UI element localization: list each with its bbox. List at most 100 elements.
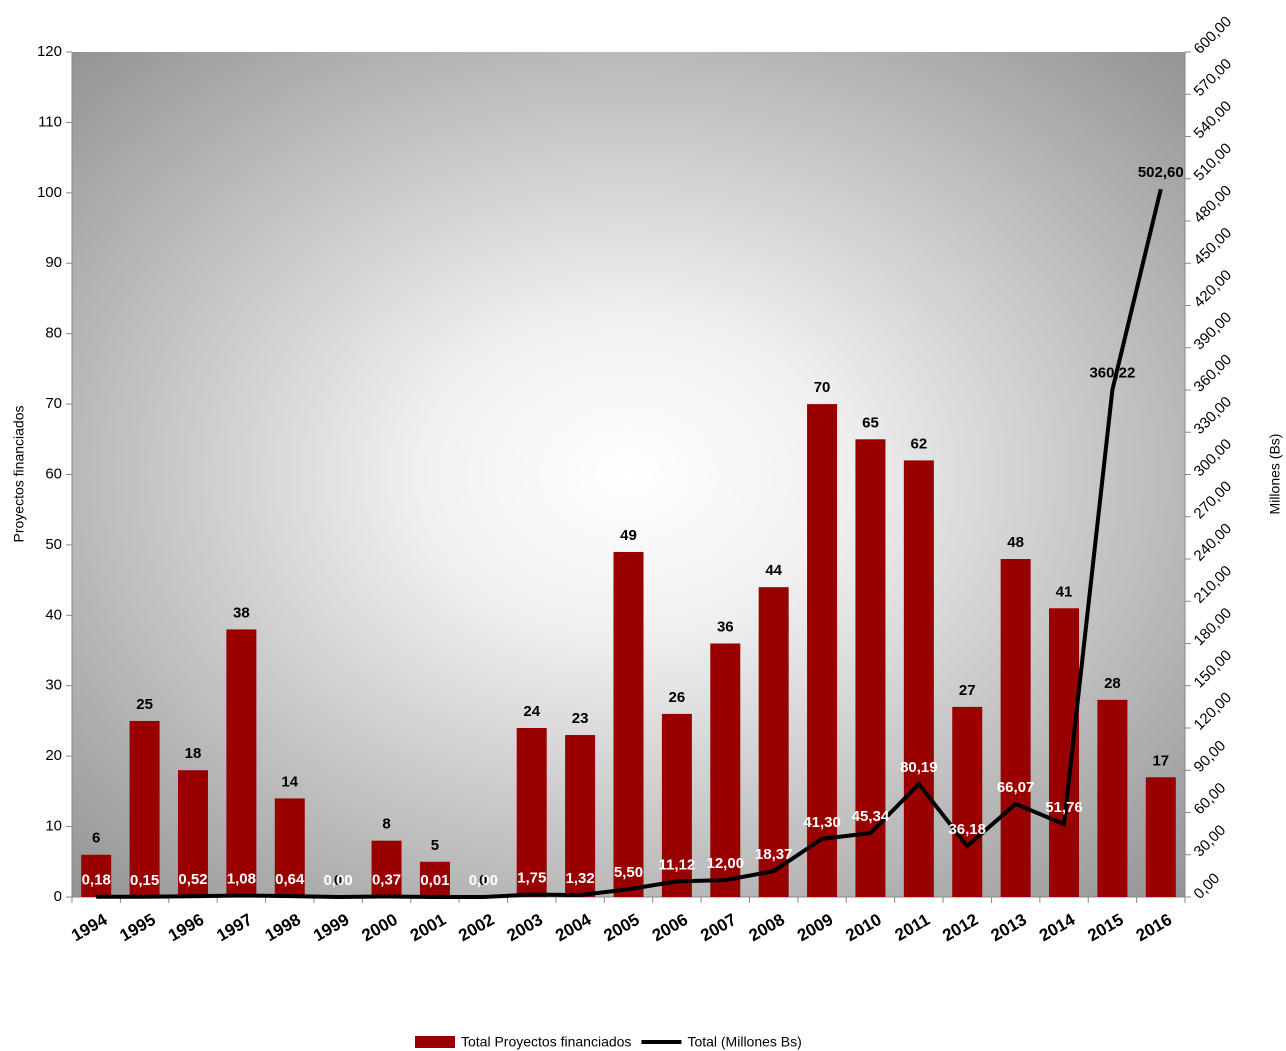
line-label: 0,15 (130, 872, 159, 889)
x-tick-label: 2014 (1036, 910, 1079, 946)
y2-tick-label: 210,00 (1191, 562, 1235, 606)
bar-label: 17 (1152, 752, 1169, 769)
bar-label: 28 (1104, 675, 1121, 692)
x-tick-label: 2002 (455, 910, 497, 945)
bar-label: 27 (959, 682, 976, 699)
y2-tick-label: 450,00 (1191, 224, 1235, 268)
line-label: 0,64 (275, 871, 305, 888)
y-tick-label: 30 (45, 677, 62, 694)
line-label: 0,00 (469, 872, 498, 889)
bar-label: 23 (572, 710, 589, 727)
line-label: 1,32 (566, 870, 595, 887)
line-label: 0,01 (420, 872, 449, 889)
y2-tick-label: 510,00 (1191, 140, 1235, 184)
bar (1145, 777, 1176, 897)
bar-label: 70 (814, 379, 831, 396)
line (96, 188, 1163, 900)
x-tick-label: 2004 (552, 910, 595, 946)
y-tick-label: 110 (38, 113, 62, 130)
x-tick-label: 2016 (1133, 910, 1175, 945)
bar-label: 44 (765, 562, 782, 579)
line-label: 80,19 (900, 759, 938, 776)
y2-tick-label: 570,00 (1191, 55, 1235, 99)
x-tick-label: 2006 (649, 910, 691, 945)
bar (710, 643, 741, 897)
x-tick-label: 2007 (697, 910, 739, 945)
y-axis-label: Proyectos financiados (11, 406, 27, 543)
bar-label: 26 (669, 689, 686, 706)
x-tick-label: 2001 (407, 910, 449, 945)
bar (419, 861, 450, 897)
y2-tick-label: 150,00 (1191, 647, 1235, 691)
x-tick-label: 2012 (939, 910, 981, 945)
x-tick-label: 1999 (310, 910, 352, 945)
x-tick-label: 2005 (600, 910, 642, 945)
line-label: 41,30 (803, 814, 841, 831)
x-tick-label: 2010 (842, 910, 884, 945)
legend-label: Total (Millones Bs) (687, 1034, 801, 1050)
bar (807, 404, 838, 897)
bar (565, 735, 596, 897)
y2-tick-label: 30,00 (1191, 822, 1230, 861)
bar (1049, 608, 1080, 897)
bar-label: 0 (479, 872, 487, 889)
bar (516, 728, 547, 897)
line-label: 0,00 (324, 872, 353, 889)
bar (613, 551, 644, 897)
x-tick-label: 1998 (262, 910, 304, 945)
y2-axis-label: Millones (Bs) (1267, 434, 1283, 515)
y2-tick-label: 600,00 (1191, 13, 1235, 57)
y-tick-label: 70 (45, 395, 62, 412)
bar-label: 65 (862, 414, 879, 431)
bar (129, 720, 160, 897)
bar (903, 460, 934, 897)
bar-label: 18 (185, 745, 202, 762)
y-tick-label: 80 (45, 325, 62, 342)
line-label: 0,37 (372, 871, 401, 888)
x-tick-label: 2015 (1084, 910, 1126, 945)
bar (177, 770, 208, 897)
line-label: 0,52 (178, 871, 207, 888)
line-label: 18,37 (755, 846, 793, 863)
y2-tick-label: 360,00 (1191, 351, 1235, 395)
line-label: 12,00 (707, 855, 745, 872)
bar (952, 706, 983, 897)
y-tick-label: 90 (45, 254, 62, 271)
y-tick-label: 60 (45, 465, 62, 482)
bar (758, 587, 789, 897)
y2-tick-label: 180,00 (1191, 605, 1235, 649)
line-label: 45,34 (852, 808, 890, 825)
y2-tick-label: 300,00 (1191, 436, 1235, 480)
x-tick-label: 1995 (117, 910, 159, 945)
y-tick-label: 0 (54, 888, 62, 905)
line-label: 51,76 (1045, 799, 1083, 816)
bar-label: 14 (281, 773, 298, 790)
y2-tick-label: 420,00 (1191, 267, 1235, 311)
x-tick-label: 2008 (746, 910, 788, 945)
bar-label: 49 (620, 527, 637, 544)
x-tick-label: 2009 (794, 910, 836, 945)
bar (661, 713, 692, 897)
bar-label: 62 (911, 435, 928, 452)
y2-tick-label: 390,00 (1191, 309, 1235, 353)
bar-label: 38 (233, 604, 250, 621)
x-tick-label: 2013 (988, 910, 1030, 945)
bar (855, 439, 886, 897)
bar-label: 8 (382, 816, 390, 833)
y2-tick-label: 270,00 (1191, 478, 1235, 522)
line-label: 502,60 (1138, 164, 1184, 181)
bar-label: 24 (523, 703, 540, 720)
bar-label: 5 (431, 837, 439, 854)
legend-swatch (415, 1036, 455, 1048)
line-label: 0,18 (82, 872, 111, 889)
bar (1000, 559, 1031, 897)
x-tick-label: 1994 (68, 910, 111, 946)
line-label: 5,50 (614, 864, 643, 881)
x-tick-label: 1996 (165, 910, 207, 945)
y2-tick-label: 240,00 (1191, 520, 1235, 564)
bar (274, 798, 305, 897)
x-tick-label: 2000 (359, 910, 401, 945)
legend-label: Total Proyectos financiados (461, 1034, 631, 1050)
bar-label: 6 (92, 830, 100, 847)
bar-label: 41 (1056, 583, 1073, 600)
